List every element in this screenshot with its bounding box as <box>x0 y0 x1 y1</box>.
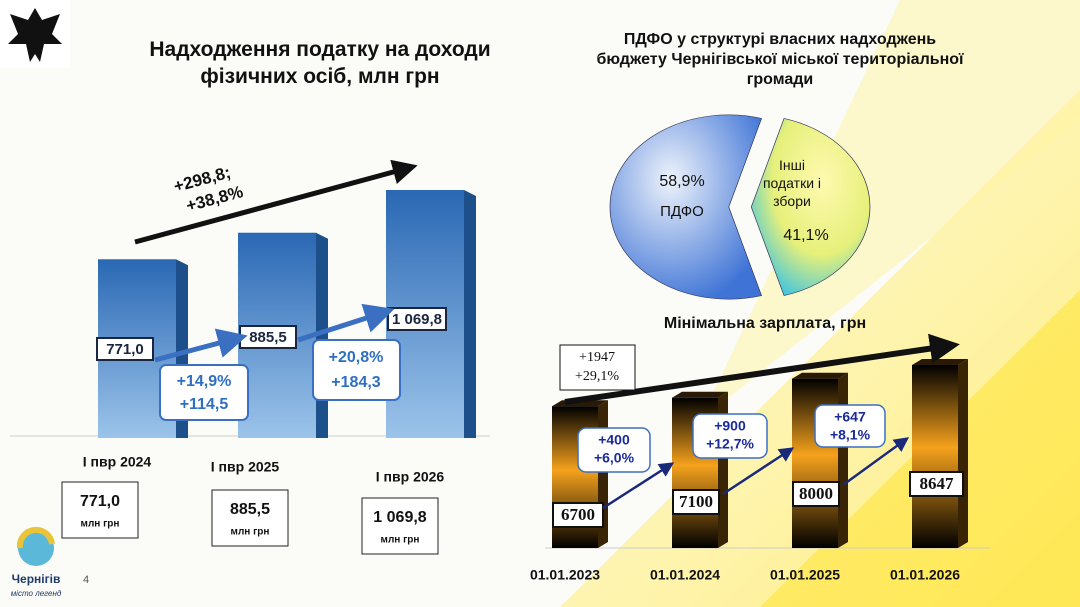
x-tick-label: 01.01.2026 <box>890 567 960 583</box>
bar <box>792 378 838 548</box>
chart-title: Мінімальна зарплата, грн <box>663 315 867 332</box>
annotation: +400 <box>598 432 630 448</box>
bar-side <box>464 190 476 438</box>
page-number: 4 <box>83 574 89 586</box>
label-box <box>814 404 886 448</box>
label-box <box>211 489 289 547</box>
bar-top <box>672 391 728 398</box>
x-tick-label: 01.01.2025 <box>770 567 840 583</box>
logo-tagline: місто легенд <box>11 589 62 598</box>
value-label: 6700 <box>561 505 595 524</box>
annotation: +1947 <box>579 350 615 365</box>
value-label: 771,0 <box>80 493 120 510</box>
x-tick-label: І пвр 2026 <box>376 469 445 485</box>
pie-slice <box>750 118 871 296</box>
label-box <box>909 471 964 497</box>
label-box <box>792 481 840 507</box>
label-box <box>559 344 636 391</box>
logo-name: Чернігів <box>12 572 61 586</box>
bg-stripe <box>700 0 1080 420</box>
arrow <box>602 462 675 510</box>
value-label: 58,9% <box>659 173 704 190</box>
annotation: +29,1% <box>575 369 619 384</box>
annotation: +900 <box>714 418 746 434</box>
label-box <box>61 481 139 539</box>
value-label: 1 069,8 <box>373 509 426 526</box>
trend-arrow <box>134 159 418 245</box>
pie-slice <box>609 114 762 300</box>
chart-title: Надходження податку на доходи фізичних о… <box>149 38 491 88</box>
trend-arrow <box>564 333 960 405</box>
annotation: +14,9% <box>177 373 232 390</box>
unit-label: млн грн <box>81 519 120 530</box>
value-label: 8000 <box>799 484 833 503</box>
annotation: +647 <box>834 409 866 425</box>
arrow <box>297 303 395 343</box>
label-box <box>577 427 651 473</box>
unit-label: млн грн <box>381 535 420 546</box>
label-box <box>692 413 768 459</box>
annotation: +184,3 <box>331 374 380 391</box>
x-tick-label: І пвр 2025 <box>211 459 280 475</box>
annotation: +12,7% <box>706 436 754 452</box>
value-label: 7100 <box>679 492 713 511</box>
value-label: 885,5 <box>249 329 287 346</box>
label-box <box>672 489 720 515</box>
annotation: +8,1% <box>830 427 871 443</box>
annotation: +20,8% <box>329 349 384 366</box>
bar-side <box>958 359 968 548</box>
arrow <box>842 437 910 487</box>
label-box <box>159 364 249 421</box>
label-box <box>552 502 604 528</box>
value-label: 771,0 <box>106 341 144 358</box>
x-tick-label: 01.01.2023 <box>530 567 600 583</box>
value-label: 1 069,8 <box>392 311 442 328</box>
category-label: ПДФО <box>660 203 704 220</box>
arrow <box>722 447 795 496</box>
logo-icon <box>16 526 55 549</box>
annotation: +114,5 <box>180 396 229 413</box>
logo-icon <box>18 530 54 566</box>
annotation: +6,0% <box>594 450 635 466</box>
value-label: 885,5 <box>230 501 270 518</box>
label-box <box>361 497 439 555</box>
value-label: 41,1% <box>783 227 828 244</box>
unit-label: млн грн <box>231 527 270 538</box>
bar-top <box>792 372 848 379</box>
emblem <box>8 8 62 62</box>
bar-side <box>838 372 848 548</box>
x-tick-label: 01.01.2024 <box>650 567 720 583</box>
category-label: Інші податки і збори <box>762 157 822 209</box>
value-label: 8647 <box>920 474 955 493</box>
chart-title: ПДФО у структурі власних надходжень бюдж… <box>596 31 964 88</box>
bar <box>912 365 958 548</box>
label-box <box>312 339 401 401</box>
pie <box>609 114 871 300</box>
label-box <box>96 337 154 361</box>
x-tick-label: І пвр 2024 <box>83 454 152 470</box>
arrow <box>154 328 248 363</box>
